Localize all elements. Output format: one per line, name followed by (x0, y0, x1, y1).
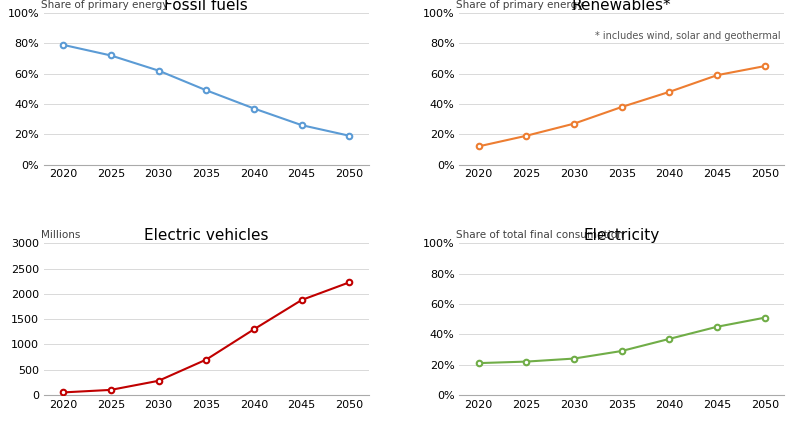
Title: Fossil fuels: Fossil fuels (165, 0, 248, 13)
Title: Electricity: Electricity (583, 228, 660, 243)
Text: Share of total final consumption: Share of total final consumption (456, 230, 624, 240)
Text: Millions: Millions (41, 230, 80, 240)
Text: Share of primary energy: Share of primary energy (41, 0, 168, 10)
Title: Electric vehicles: Electric vehicles (144, 228, 269, 243)
Text: * includes wind, solar and geothermal: * includes wind, solar and geothermal (595, 31, 781, 41)
Title: Renewables*: Renewables* (572, 0, 671, 13)
Text: Share of primary energy: Share of primary energy (456, 0, 583, 10)
